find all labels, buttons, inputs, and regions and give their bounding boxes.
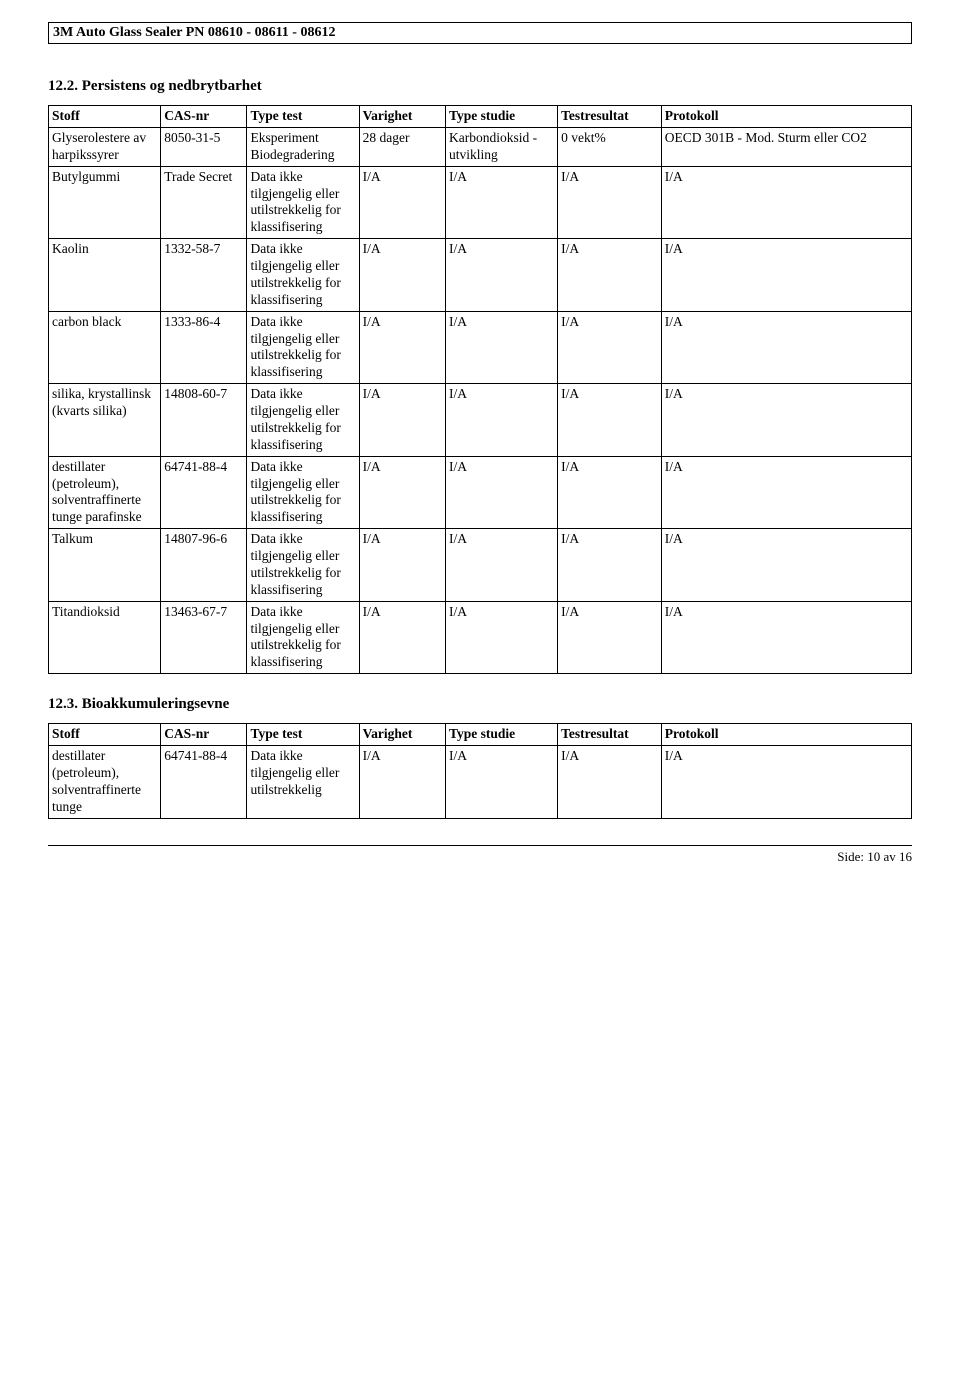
- table-cell: I/A: [359, 746, 445, 819]
- table-12-2-head: Stoff CAS-nr Type test Varighet Type stu…: [49, 106, 912, 128]
- table-cell: Data ikke tilgjengelig eller utilstrekke…: [247, 166, 359, 239]
- table-cell: 1333-86-4: [161, 311, 247, 384]
- table-12-3-head: Stoff CAS-nr Type test Varighet Type stu…: [49, 724, 912, 746]
- table-cell: I/A: [661, 456, 911, 529]
- th-stoff-2: Stoff: [49, 724, 161, 746]
- table-cell: 64741-88-4: [161, 456, 247, 529]
- table-cell: I/A: [445, 311, 557, 384]
- table-cell: Data ikke tilgjengelig eller utilstrekke…: [247, 311, 359, 384]
- table-cell: I/A: [445, 601, 557, 674]
- table-cell: I/A: [661, 601, 911, 674]
- table-cell: I/A: [359, 239, 445, 312]
- table-cell: I/A: [558, 529, 662, 602]
- table-cell: I/A: [661, 239, 911, 312]
- th-typestudie-2: Type studie: [445, 724, 557, 746]
- table-cell: Eksperiment Biodegradering: [247, 127, 359, 166]
- table-cell: Data ikke tilgjengelig eller utilstrekke…: [247, 384, 359, 457]
- page-footer: Side: 10 av 16: [48, 845, 912, 865]
- table-cell: Data ikke tilgjengelig eller utilstrekke…: [247, 529, 359, 602]
- table-cell: Karbondioksid -utvikling: [445, 127, 557, 166]
- table-cell: OECD 301B - Mod. Sturm eller CO2: [661, 127, 911, 166]
- table-cell: Butylgummi: [49, 166, 161, 239]
- table-cell: I/A: [558, 166, 662, 239]
- th-varighet: Varighet: [359, 106, 445, 128]
- table-cell: I/A: [359, 166, 445, 239]
- table-cell: I/A: [445, 529, 557, 602]
- table-row: carbon black1333-86-4Data ikke tilgjenge…: [49, 311, 912, 384]
- table-cell: I/A: [359, 601, 445, 674]
- th-testresultat-2: Testresultat: [558, 724, 662, 746]
- th-protokoll: Protokoll: [661, 106, 911, 128]
- table-cell: I/A: [661, 746, 911, 819]
- table-cell: Trade Secret: [161, 166, 247, 239]
- table-cell: 28 dager: [359, 127, 445, 166]
- table-cell: destillater (petroleum), solventraffiner…: [49, 456, 161, 529]
- th-stoff: Stoff: [49, 106, 161, 128]
- table-cell: I/A: [661, 166, 911, 239]
- document-header-box: 3M Auto Glass Sealer PN 08610 - 08611 - …: [48, 22, 912, 44]
- table-cell: I/A: [661, 529, 911, 602]
- th-cas-2: CAS-nr: [161, 724, 247, 746]
- table-12-2-body: Glyserolestere av harpikssyrer8050-31-5E…: [49, 127, 912, 673]
- table-cell: Glyserolestere av harpikssyrer: [49, 127, 161, 166]
- table-cell: I/A: [558, 384, 662, 457]
- table-row: Talkum14807-96-6Data ikke tilgjengelig e…: [49, 529, 912, 602]
- table-cell: I/A: [359, 384, 445, 457]
- table-cell: I/A: [661, 311, 911, 384]
- table-12-3-body: destillater (petroleum), solventraffiner…: [49, 746, 912, 819]
- table-row: Titandioksid13463-67-7Data ikke tilgjeng…: [49, 601, 912, 674]
- table-cell: I/A: [445, 166, 557, 239]
- th-protokoll-2: Protokoll: [661, 724, 911, 746]
- table-cell: I/A: [445, 746, 557, 819]
- table-cell: 13463-67-7: [161, 601, 247, 674]
- th-varighet-2: Varighet: [359, 724, 445, 746]
- table-12-2: Stoff CAS-nr Type test Varighet Type stu…: [48, 105, 912, 674]
- th-typetest-2: Type test: [247, 724, 359, 746]
- table-cell: I/A: [661, 384, 911, 457]
- footer-divider: [48, 845, 912, 846]
- table-row: Glyserolestere av harpikssyrer8050-31-5E…: [49, 127, 912, 166]
- table-cell: Talkum: [49, 529, 161, 602]
- table-cell: 8050-31-5: [161, 127, 247, 166]
- table-cell: I/A: [359, 529, 445, 602]
- table-cell: I/A: [558, 746, 662, 819]
- document-header-text: 3M Auto Glass Sealer PN 08610 - 08611 - …: [53, 25, 907, 41]
- section-12-3-heading: 12.3. Bioakkumuleringsevne: [48, 696, 912, 713]
- table-cell: I/A: [359, 456, 445, 529]
- table-row: destillater (petroleum), solventraffiner…: [49, 746, 912, 819]
- table-cell: 64741-88-4: [161, 746, 247, 819]
- table-cell: Kaolin: [49, 239, 161, 312]
- table-cell: I/A: [558, 311, 662, 384]
- table-cell: Data ikke tilgjengelig eller utilstrekke…: [247, 456, 359, 529]
- table-cell: Data ikke tilgjengelig eller utilstrekke…: [247, 601, 359, 674]
- table-cell: Titandioksid: [49, 601, 161, 674]
- section-12-2-heading: 12.2. Persistens og nedbrytbarhet: [48, 78, 912, 95]
- table-row: ButylgummiTrade SecretData ikke tilgjeng…: [49, 166, 912, 239]
- th-typetest: Type test: [247, 106, 359, 128]
- table-row: destillater (petroleum), solventraffiner…: [49, 456, 912, 529]
- table-cell: carbon black: [49, 311, 161, 384]
- table-cell: Data ikke tilgjengelig eller utilstrekke…: [247, 746, 359, 819]
- table-cell: I/A: [445, 456, 557, 529]
- table-cell: I/A: [558, 456, 662, 529]
- table-12-3: Stoff CAS-nr Type test Varighet Type stu…: [48, 723, 912, 818]
- th-typestudie: Type studie: [445, 106, 557, 128]
- table-cell: destillater (petroleum), solventraffiner…: [49, 746, 161, 819]
- table-cell: silika, krystallinsk (kvarts silika): [49, 384, 161, 457]
- table-row: silika, krystallinsk (kvarts silika)1480…: [49, 384, 912, 457]
- th-cas: CAS-nr: [161, 106, 247, 128]
- table-row: Kaolin1332-58-7Data ikke tilgjengelig el…: [49, 239, 912, 312]
- table-cell: I/A: [445, 239, 557, 312]
- th-testresultat: Testresultat: [558, 106, 662, 128]
- table-cell: 14808-60-7: [161, 384, 247, 457]
- table-cell: 0 vekt%: [558, 127, 662, 166]
- table-cell: Data ikke tilgjengelig eller utilstrekke…: [247, 239, 359, 312]
- table-cell: I/A: [359, 311, 445, 384]
- table-cell: 1332-58-7: [161, 239, 247, 312]
- page-number: Side: 10 av 16: [48, 849, 912, 865]
- table-cell: 14807-96-6: [161, 529, 247, 602]
- table-cell: I/A: [558, 239, 662, 312]
- table-cell: I/A: [445, 384, 557, 457]
- table-cell: I/A: [558, 601, 662, 674]
